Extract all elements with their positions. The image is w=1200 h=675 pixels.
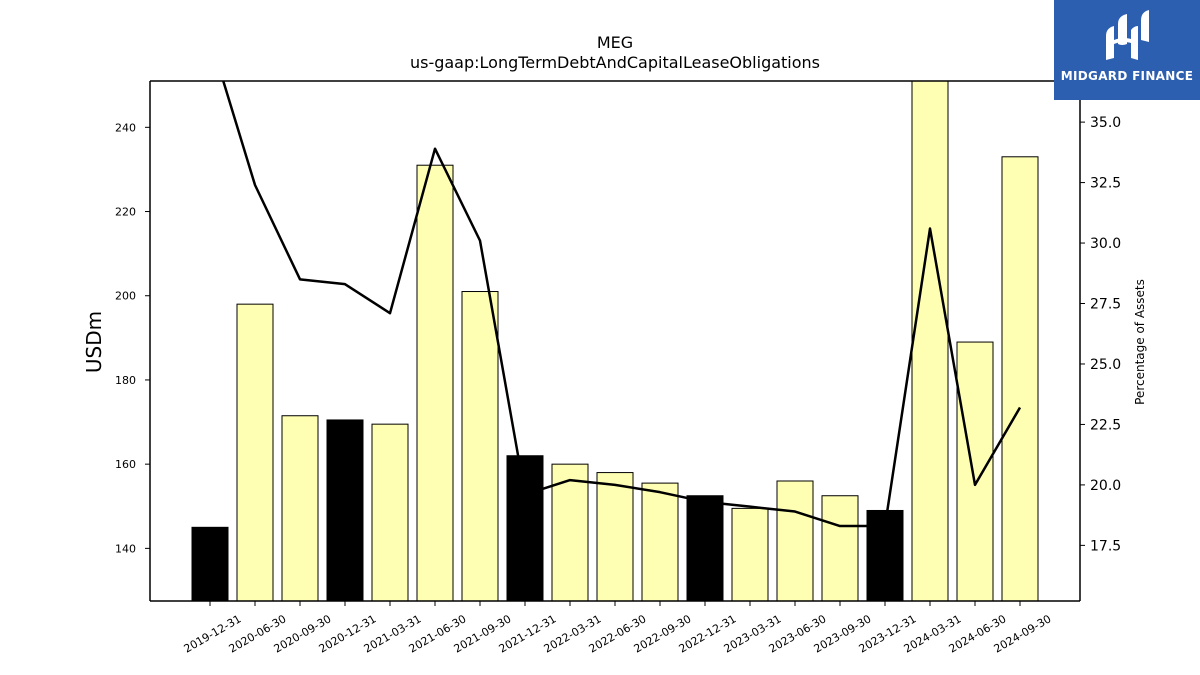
bar-2021-09-30: [461, 291, 499, 601]
bar-2020-09-30: [281, 415, 319, 601]
bar-2022-09-30: [641, 482, 679, 601]
bar-2020-06-30: [236, 303, 274, 601]
y2-tick-label: 30.0: [1090, 236, 1121, 252]
y2-tick-label: 32.5: [1090, 176, 1121, 192]
y2-tick-label: 20.0: [1090, 478, 1121, 494]
bar-2024-09-30: [1001, 156, 1039, 601]
y2-tick-label: 25.0: [1090, 357, 1121, 373]
bar-2021-12-31: [506, 455, 544, 601]
bar-2024-03-31: [911, 81, 949, 601]
chart-title: MEG: [597, 33, 633, 52]
y-tick-label: 220: [115, 206, 136, 219]
bar-2021-06-30: [416, 164, 454, 601]
bar-series: [191, 81, 1039, 601]
y-tick-label: 200: [115, 290, 136, 303]
bar-2023-06-30: [776, 480, 814, 601]
logo-mark-icon: [1106, 10, 1149, 60]
line-series: [221, 81, 1022, 528]
bar-2022-12-31: [686, 495, 724, 601]
y2-tick-label: 17.5: [1090, 538, 1121, 554]
y2-tick-label: 35.0: [1090, 115, 1121, 131]
bar-2020-12-31: [326, 419, 364, 601]
y-axis-label: USDm: [82, 311, 106, 373]
logo-text: MIDGARD FINANCE: [1060, 69, 1194, 83]
bar-2024-06-30: [956, 341, 994, 601]
bar-2023-09-30: [821, 495, 859, 601]
bar-2022-03-31: [551, 463, 589, 601]
bar-2022-06-30: [596, 472, 634, 601]
bar-2023-03-31: [731, 507, 769, 601]
y-tick-label: 180: [115, 374, 136, 387]
axes: 140 160 180 200 220 240 17.5 20.0 22.5 25.0 27.5 30…: [115, 80, 1121, 656]
y2-axis-label: Percentage of Assets: [1133, 279, 1147, 405]
percentage-line: [221, 81, 1022, 528]
bar-2021-03-31: [371, 423, 409, 601]
y2-tick-label: 27.5: [1090, 297, 1121, 313]
midgard-finance-logo: MIDGARD FINANCE: [1054, 0, 1200, 100]
y2-tick-label: 22.5: [1090, 417, 1121, 433]
y-tick-label: 160: [115, 458, 136, 471]
y-tick-label: 240: [115, 121, 136, 134]
chart-subtitle: us-gaap:LongTermDebtAndCapitalLeaseOblig…: [410, 53, 820, 72]
bar-2019-12-31: [191, 526, 229, 601]
y-tick-label: 140: [115, 542, 136, 555]
